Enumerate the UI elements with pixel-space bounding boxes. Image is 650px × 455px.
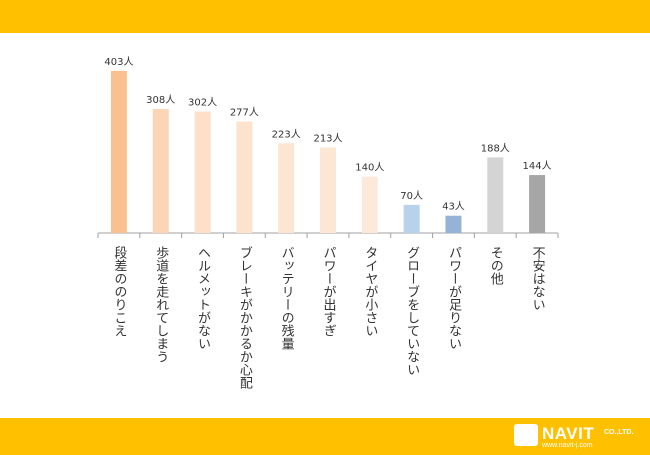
brand-name: NAVIT [542, 424, 595, 443]
category-label: 歩道を走れてしまう [153, 246, 169, 363]
data-label: 277人 [230, 107, 259, 119]
category-label: タイヤが小さい [362, 246, 378, 337]
data-label: 144人 [523, 160, 552, 172]
bar [403, 204, 420, 233]
bar [194, 111, 211, 233]
category-label: ヘルメットがない [195, 246, 211, 350]
data-label: 213人 [313, 132, 342, 144]
category-label: 不安はない [530, 246, 546, 311]
bar [445, 215, 462, 233]
bar [529, 175, 546, 233]
navit-logo-mark [514, 424, 538, 446]
data-label: 140人 [355, 162, 384, 174]
bar [278, 143, 295, 233]
category-label: 段差ののりこえ [111, 246, 127, 337]
bar [487, 157, 504, 233]
category-label: ブレーキがかかるか心配 [237, 245, 253, 389]
bar [361, 176, 378, 233]
brand-suffix: CO.,LTD. [604, 429, 634, 436]
data-label: 302人 [188, 96, 217, 108]
bar [152, 109, 169, 233]
data-label: 223人 [272, 128, 301, 140]
bar [236, 121, 253, 233]
category-label: バッテリーの残量 [279, 246, 295, 350]
navit-logo: NAVIT CO.,LTD. www.navit-j.com [514, 424, 634, 452]
data-label: 403人 [104, 56, 133, 68]
brand-url: www.navit-j.com [542, 442, 593, 449]
header-band [0, 0, 650, 33]
category-label: その他 [488, 246, 504, 286]
data-label: 43人 [442, 201, 465, 213]
category-label: グローブをしていない [404, 246, 420, 376]
data-label: 70人 [400, 190, 423, 202]
data-label: 308人 [146, 94, 175, 106]
bar [110, 70, 127, 233]
category-label: パワーが足りない [446, 246, 462, 350]
data-label: 188人 [481, 142, 510, 154]
category-label: パワーが出すぎ [321, 246, 337, 337]
footer-band [0, 418, 650, 455]
bar [320, 147, 336, 233]
